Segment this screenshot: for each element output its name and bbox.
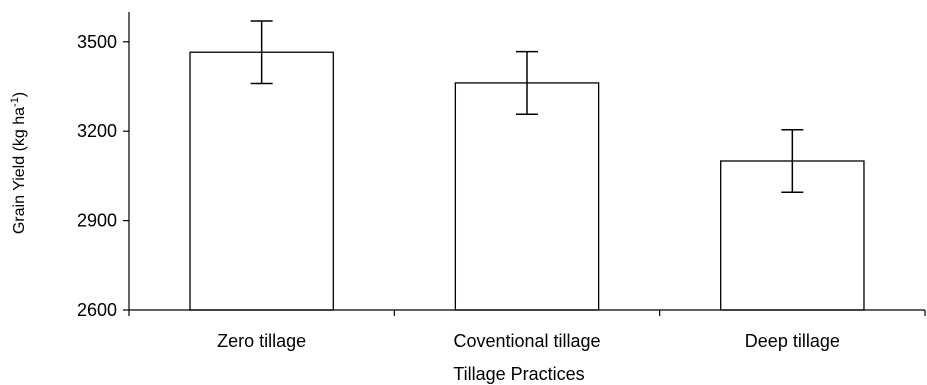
y-tick-label: 2600 [77, 300, 117, 320]
x-axis-title: Tillage Practices [453, 364, 584, 384]
y-ticks-group: 2600 2900 3200 3500 [77, 32, 129, 320]
y-axis-title-close: ) [11, 92, 28, 97]
error-bars-group [250, 20, 804, 194]
x-category-label: Zero tillage [217, 331, 306, 351]
bar [189, 51, 334, 311]
x-ticks-group: Zero tillage Coventional tillage Deep till… [128, 310, 926, 351]
y-tick-label: 3500 [77, 32, 117, 52]
x-category-label: Coventional tillage [453, 331, 600, 351]
y-tick-label: 3200 [77, 121, 117, 141]
y-axis-title: Grain Yield (kg ha-1) [9, 92, 28, 234]
y-tick-label: 2900 [77, 211, 117, 231]
y-axis-title-sup: -1 [9, 97, 21, 107]
bar [454, 82, 600, 311]
x-category-label: Deep tillage [745, 331, 840, 351]
y-axis-title-main: Grain Yield (kg ha [11, 107, 28, 234]
